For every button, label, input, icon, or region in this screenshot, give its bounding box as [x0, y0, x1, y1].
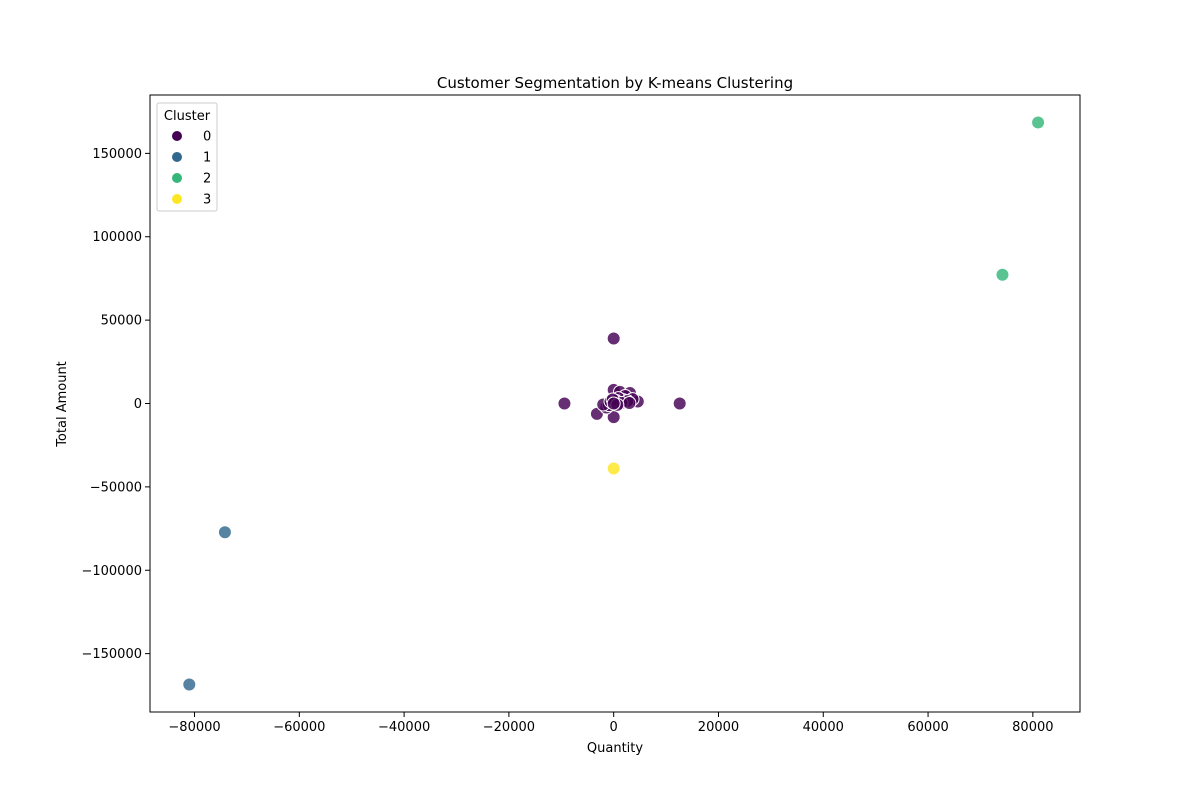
x-tick-label: −20000: [483, 720, 535, 735]
y-tick-label: 150000: [92, 147, 142, 162]
x-tick-label: −40000: [378, 720, 430, 735]
legend-marker-cluster-3: [172, 194, 182, 204]
y-axis-label: Total Amount: [55, 361, 70, 448]
x-tick-label: −60000: [273, 720, 325, 735]
data-point-cluster-0: [622, 395, 637, 410]
y-tick-label: 0: [134, 397, 142, 412]
x-tick-label: 0: [610, 720, 618, 735]
x-tick-label: 80000: [1012, 720, 1053, 735]
legend-label-cluster-0: 0: [203, 130, 211, 145]
data-point-cluster-0: [606, 331, 621, 346]
data-point-cluster-0: [672, 396, 687, 411]
x-tick-label: 20000: [698, 720, 739, 735]
data-point-cluster-2: [1031, 115, 1046, 130]
y-tick-label: −50000: [90, 480, 142, 495]
plot-area: [149, 94, 1081, 713]
data-point-cluster-2: [995, 267, 1010, 282]
data-point-cluster-1: [182, 677, 197, 692]
legend-box: [156, 102, 218, 212]
y-tick-label: −150000: [81, 647, 142, 662]
data-points: [182, 115, 1046, 692]
y-tick-label: −100000: [81, 564, 142, 579]
x-axis-ticks: −80000 −60000 −40000 −20000 0 20000 40000 60000…: [168, 712, 1054, 735]
chart-title: Customer Segmentation by K-means Cluster…: [437, 74, 793, 92]
data-point-cluster-1: [217, 525, 232, 540]
data-point-cluster-0: [557, 396, 572, 411]
data-point-cluster-3: [606, 461, 621, 476]
x-tick-label: 40000: [803, 720, 844, 735]
x-axis-label: Quantity: [587, 741, 643, 756]
legend-label-cluster-3: 3: [203, 193, 211, 208]
legend-entries: 0 1 2 3: [172, 130, 211, 208]
x-tick-label: −80000: [168, 720, 220, 735]
legend-title: Cluster: [164, 109, 211, 124]
legend-marker-cluster-1: [172, 152, 182, 162]
y-axis-ticks: −150000 −100000 −50000 0 50000 100000 150000: [81, 147, 150, 662]
data-point-cluster-0: [606, 396, 621, 411]
y-tick-label: 50000: [101, 314, 142, 329]
legend: Cluster 0 1 2 3: [156, 102, 218, 212]
legend-marker-cluster-0: [172, 131, 182, 141]
legend-label-cluster-2: 2: [203, 172, 211, 187]
legend-label-cluster-1: 1: [203, 151, 211, 166]
legend-marker-cluster-2: [172, 173, 182, 183]
y-tick-label: 100000: [92, 230, 142, 245]
x-tick-label: 60000: [907, 720, 948, 735]
